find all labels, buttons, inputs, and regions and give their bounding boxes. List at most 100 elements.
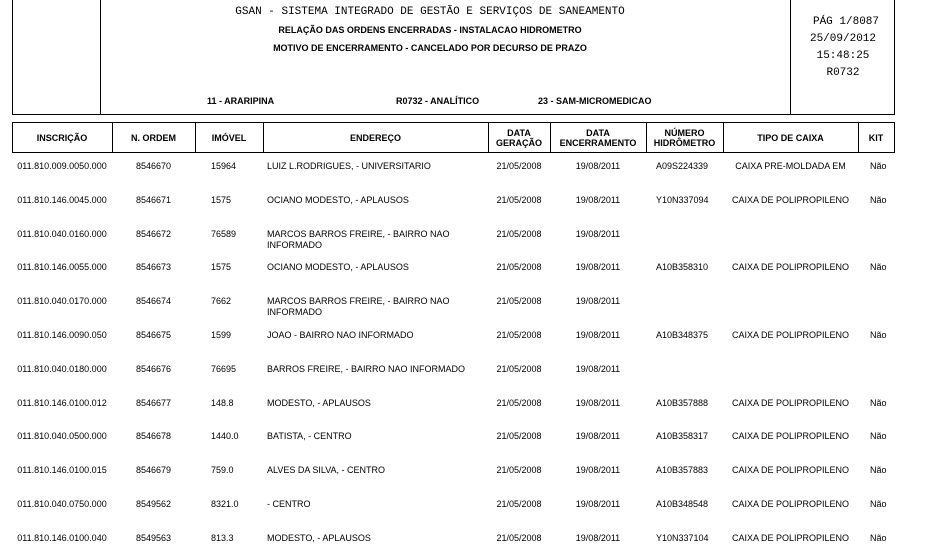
table-cell: A10B358310 [656,262,709,273]
table-cell: ALVES DA SILVA, - CENTRO [267,465,386,476]
table-cell: 21/05/2008 [496,262,542,273]
table-cell: 011.810.146.0100.040 [17,532,107,543]
table-cell: A10B357883 [656,465,709,476]
column-divider [195,122,196,153]
table-header-box [12,122,895,153]
table-cell: A10B358317 [656,431,709,442]
table-cell: 19/08/2011 [575,532,621,543]
table-cell: 19/08/2011 [575,499,621,509]
table-cell: 011.810.040.0500.000 [17,431,107,442]
table-cell: Não [870,330,887,340]
column-header: TIPO DE CAIXA [757,132,824,143]
column-header: DATA ENCERRAMENTO [559,127,637,148]
table-cell: 8546672 [135,228,172,239]
table-cell: 8546674 [135,296,172,307]
table-cell: 1575 [211,194,232,205]
table-cell: 19/08/2011 [575,194,621,205]
table-cell: CAIXA DE POLIPROPILENO [731,431,850,442]
table-cell: 011.810.146.0045.000 [17,194,107,205]
table-cell: LUIZ L.RODRIGUES, - UNIVERSITARIO [267,161,431,171]
table-cell: 011.810.146.0055.000 [17,262,107,273]
table-cell: OCIANO MODESTO, - APLAUSOS [267,262,409,273]
table-cell: Não [870,431,887,442]
column-header: KIT [868,132,884,143]
print-date: 25/09/2012 [809,33,876,45]
column-header: DATA GERAÇÃO [495,127,542,148]
table-cell: 8549563 [135,532,172,543]
table-cell: 19/08/2011 [575,431,621,442]
column-header: IMÓVEL [211,132,247,143]
table-cell: 8549562 [135,499,172,509]
table-cell: CAIXA DE POLIPROPILENO [731,194,850,205]
table-cell: 21/05/2008 [496,194,542,205]
column-divider [488,122,489,153]
report-reason: MOTIVO DE ENCERRAMENTO - CANCELADO POR D… [273,43,587,53]
table-cell: CAIXA DE POLIPROPILENO [731,330,850,340]
table-cell: Não [870,194,887,205]
table-cell: 1440.0 [211,431,239,442]
table-cell: Não [870,397,887,408]
table-cell: 19/08/2011 [575,397,621,408]
table-cell: - CENTRO [267,499,311,509]
table-cell: 8546671 [135,194,172,205]
table-cell: 21/05/2008 [496,161,542,171]
report-title: RELAÇÃO DAS ORDENS ENCERRADAS - INSTALAC… [278,25,582,35]
header-box [12,0,895,115]
table-cell: 8321.0 [211,499,239,509]
table-cell: 19/08/2011 [575,262,621,273]
column-header: INSCRIÇÃO [36,132,88,143]
table-cell: 76589 [211,228,237,239]
table-cell: 011.810.040.0170.000 [17,296,107,307]
table-cell: 21/05/2008 [496,532,542,543]
table-cell: 19/08/2011 [575,161,621,171]
table-cell: 19/08/2011 [575,228,621,239]
table-cell: 15964 [211,161,237,171]
table-cell: A10B348375 [656,330,709,340]
table-cell: 011.810.040.0750.000 [17,499,107,509]
column-divider [723,122,724,153]
table-cell: 8546676 [135,363,172,374]
page-number: PÁG 1/8087 [812,16,879,28]
table-cell: 21/05/2008 [496,397,542,408]
system-title: GSAN - SISTEMA INTEGRADO DE GESTÃO E SER… [235,6,625,18]
table-cell: MARCOS BARROS FREIRE, - BAIRRO NAO INFOR… [267,296,450,318]
table-cell: 148.8 [211,397,234,408]
table-cell: 21/05/2008 [496,330,542,340]
table-cell: 011.810.146.0100.015 [17,465,107,476]
table-cell: 21/05/2008 [496,499,542,509]
table-cell: Não [870,499,887,509]
table-cell: 21/05/2008 [496,228,542,239]
column-divider [112,122,113,153]
table-cell: A10B357888 [656,397,709,408]
table-cell: A10B348548 [656,499,709,509]
report-code: R0732 - ANALÍTICO [396,96,480,106]
table-cell: 19/08/2011 [575,296,621,307]
table-cell: JOAO - BAIRRO NAO INFORMADO [267,330,414,340]
locality: 11 - ARARIPINA [207,96,275,106]
table-cell: CAIXA PRE-MOLDADA EM [735,161,846,171]
sector: 23 - SAM-MICROMEDICAO [538,96,652,106]
table-cell: Não [870,532,887,543]
table-cell: Y10N337094 [656,194,709,205]
column-divider [646,122,647,153]
print-time: 15:48:25 [816,50,870,62]
table-cell: CAIXA DE POLIPROPILENO [731,499,850,509]
column-header: NÚMERO HIDRÔMETRO [653,127,716,148]
table-cell: 011.810.146.0100.012 [17,397,107,408]
table-cell: 76695 [211,363,237,374]
table-cell: 8546670 [135,161,172,171]
column-header: N. ORDEM [131,132,176,143]
table-cell: BATISTA, - CENTRO [267,431,352,442]
table-cell: 8546677 [135,397,172,408]
table-cell: Não [870,465,887,476]
table-cell: 21/05/2008 [496,465,542,476]
column-divider [550,122,551,153]
column-divider [263,122,264,153]
table-cell: CAIXA DE POLIPROPILENO [731,262,850,273]
table-cell: 8546678 [135,431,172,442]
table-cell: 011.810.146.0090.050 [17,330,107,340]
table-cell: 19/08/2011 [575,465,621,476]
table-cell: Não [870,161,887,171]
table-cell: 19/08/2011 [575,363,621,374]
